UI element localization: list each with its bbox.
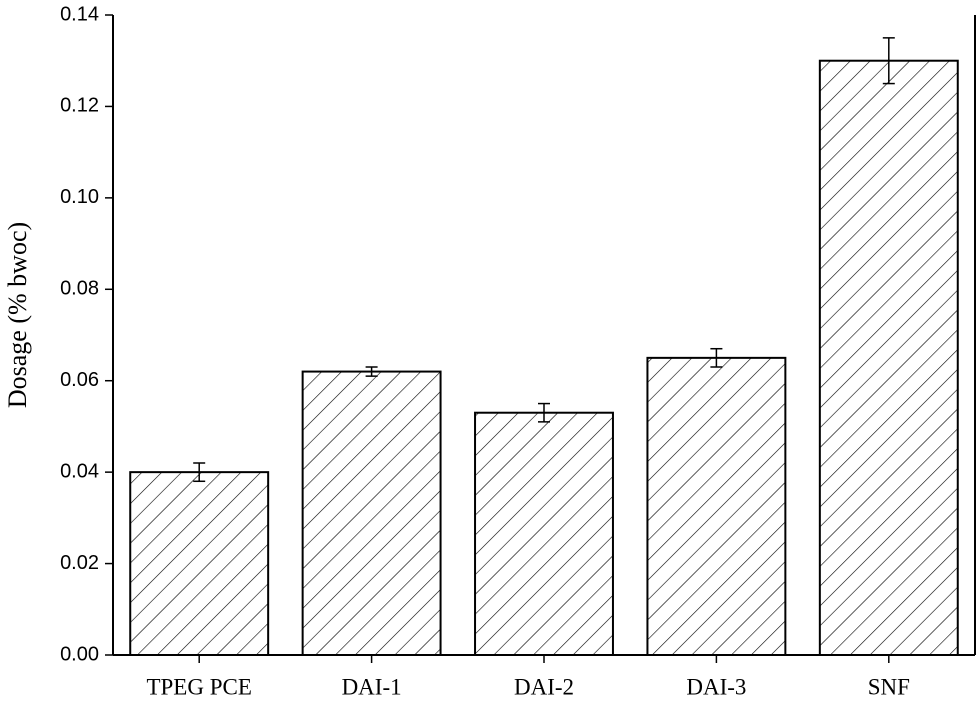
bar <box>646 356 787 656</box>
y-tick-label: 0.00 <box>60 643 99 665</box>
y-tick-label: 0.02 <box>60 552 99 574</box>
error-bar <box>882 37 895 85</box>
x-tick-label: DAI-2 <box>514 674 574 699</box>
y-tick-label: 0.10 <box>60 186 99 208</box>
bar <box>474 411 614 657</box>
y-tick-label: 0.08 <box>60 278 99 300</box>
bar <box>818 59 959 656</box>
bar <box>301 370 442 656</box>
error-bar <box>710 347 723 368</box>
y-tick-label: 0.04 <box>60 460 99 482</box>
y-tick-label: 0.14 <box>60 3 99 25</box>
y-tick-label: 0.12 <box>60 95 99 117</box>
error-bar <box>365 366 378 377</box>
error-bar <box>193 462 206 483</box>
x-tick-label: TPEG PCE <box>146 674 251 699</box>
x-tick-label: DAI-1 <box>342 674 402 699</box>
bar <box>129 471 270 656</box>
y-axis-label: Dosage (% bwoc) <box>3 222 32 408</box>
x-tick-label: SNF <box>868 674 910 699</box>
y-tick-label: 0.06 <box>60 369 99 391</box>
x-tick-label: DAI-3 <box>686 674 746 699</box>
error-bar <box>538 402 550 423</box>
